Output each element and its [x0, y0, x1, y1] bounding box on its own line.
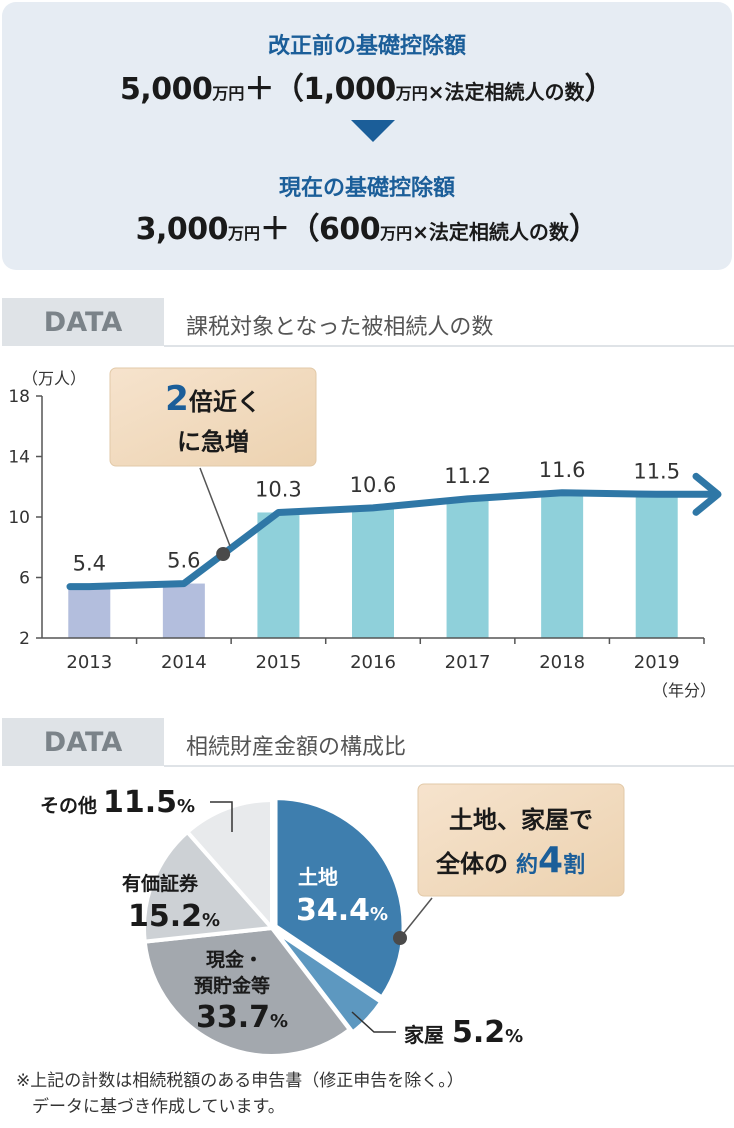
- y-axis-label: （万人）: [22, 369, 86, 388]
- callout2-line2: 全体の 約4割: [435, 840, 585, 881]
- trend-arrow-icon: [692, 472, 722, 516]
- bar-2019: [635, 494, 678, 638]
- callout-line1: 2倍近く: [165, 379, 261, 419]
- value-label: 10.3: [255, 477, 302, 501]
- data-tag: DATA: [2, 298, 164, 346]
- callout-leader: [399, 897, 433, 939]
- data-tag: DATA: [2, 718, 164, 766]
- value-label: 11.6: [539, 458, 586, 482]
- slice-label-land: 土地: [298, 865, 338, 889]
- arrow-down-icon: [351, 120, 395, 142]
- slice-value-securities: 15.2%: [128, 899, 220, 934]
- after-title: 現在の基礎控除額: [278, 176, 455, 201]
- slice-label-cash-2: 預貯金等: [194, 974, 270, 997]
- x-tick-label: 2017: [445, 652, 491, 673]
- x-tick-label: 2014: [161, 652, 207, 673]
- pie-slice-4: [184, 797, 274, 934]
- x-tick-label: 2015: [256, 652, 302, 673]
- footnote: ※上記の計数は相続税額のある申告書（修正申告を除く。） データに基づき作成してい…: [16, 1068, 716, 1120]
- x-tick-label: 2013: [66, 652, 112, 673]
- x-axis-label: （年分）: [652, 681, 716, 700]
- leader-line-house: [351, 1011, 396, 1033]
- before-formula: 5,000万円＋（1,000万円×法定相続人の数）: [119, 72, 615, 107]
- y-tick-label: 2: [19, 629, 30, 649]
- slice-label-cash-1: 現金・: [206, 948, 263, 971]
- footnote-line2: データに基づき作成しています。: [32, 1097, 285, 1117]
- y-tick-label: 6: [19, 569, 30, 589]
- bar-2015: [257, 512, 300, 638]
- x-tick-label: 2016: [350, 652, 396, 673]
- slice-label-house: 家屋 5.2%: [404, 1015, 523, 1050]
- footnote-line1: ※上記の計数は相続税額のある申告書（修正申告を除く。）: [16, 1071, 464, 1091]
- pie-chart: 土地 34.4% 現金・ 預貯金等 33.7% 有価証券 15.2% その他 11…: [40, 783, 625, 1058]
- trend-line: [66, 489, 716, 591]
- value-label: 11.5: [633, 459, 680, 483]
- value-label: 11.2: [444, 464, 491, 488]
- callout-dot: [216, 547, 231, 562]
- bar-2016: [352, 507, 394, 638]
- divider: [164, 765, 734, 767]
- bar-2017: [446, 498, 489, 638]
- bar-2018: [541, 492, 584, 638]
- callout-bg: [417, 783, 625, 897]
- bar-2013: [68, 586, 111, 638]
- slice-label-other: その他 11.5%: [40, 785, 195, 820]
- section-title: 相続財産金額の構成比: [186, 735, 407, 760]
- x-tick-label: 2019: [634, 652, 680, 673]
- value-label: 5.4: [73, 552, 106, 576]
- callout-box: 2倍近く に急増: [109, 367, 317, 547]
- leader-line-other: [210, 801, 233, 832]
- pie-slice-2: [142, 925, 353, 1058]
- y-tick-label: 18: [8, 387, 30, 407]
- y-tick-label: 14: [8, 448, 30, 468]
- value-label: 5.6: [167, 549, 200, 573]
- value-label: 10.6: [350, 473, 397, 497]
- after-formula: 3,000万円＋（600万円×法定相続人の数）: [135, 212, 599, 247]
- section-title: 課税対象となった被相続人の数: [186, 315, 494, 340]
- pie-slice-0: [273, 796, 406, 1001]
- divider: [164, 345, 734, 347]
- slice-label-securities: 有価証券: [122, 872, 199, 895]
- callout-bg: [109, 367, 317, 467]
- callout2-line1: 土地、家屋で: [449, 806, 593, 834]
- bar-2014: [162, 583, 205, 638]
- before-title: 改正前の基礎控除額: [267, 34, 466, 59]
- slice-value-cash: 33.7%: [196, 1000, 288, 1035]
- callout-line2: に急増: [177, 428, 249, 456]
- pie-slice-3: [142, 829, 277, 944]
- x-tick-label: 2018: [539, 652, 585, 673]
- bar-chart: （万人） （年分） 2 6 10 14 18 2013 2014 2015 2016 2017 20…: [8, 367, 722, 700]
- y-tick-label: 10: [8, 508, 30, 528]
- callout-leader: [199, 467, 231, 547]
- slice-value-land: 34.4%: [296, 893, 388, 928]
- pie-slice-1: [273, 929, 385, 1036]
- callout-dot: [393, 931, 407, 945]
- callout-box-2: 土地、家屋で 全体の 約4割: [393, 783, 625, 945]
